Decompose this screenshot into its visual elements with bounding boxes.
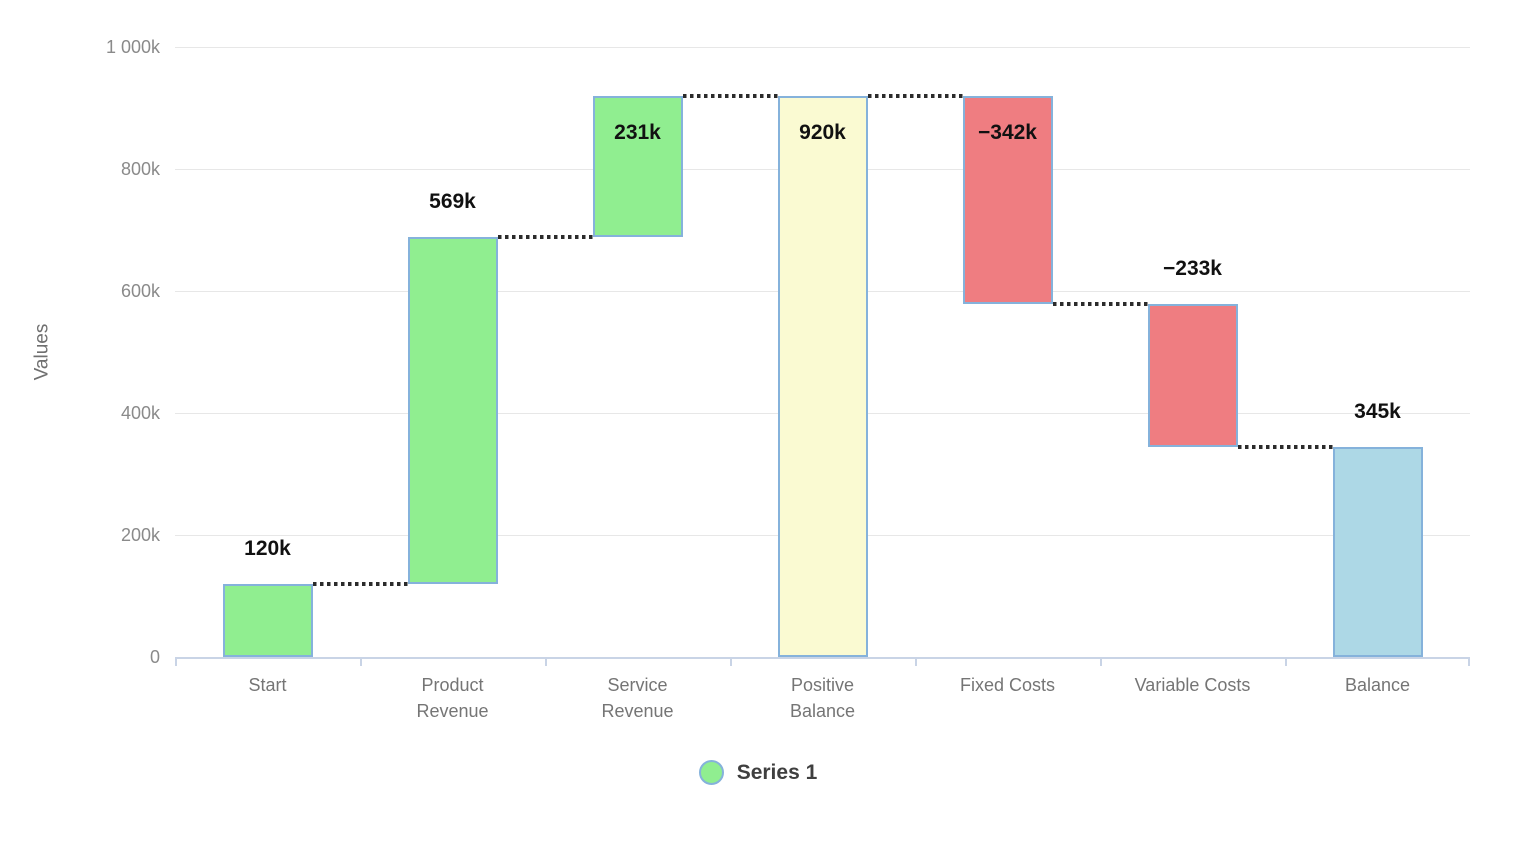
bar-value-label: 920k xyxy=(799,120,846,144)
y-axis-tick-label: 600k xyxy=(120,281,160,301)
y-axis-tick-label: 800k xyxy=(120,159,160,179)
y-axis-tick-label: 400k xyxy=(120,403,160,423)
connector-line xyxy=(1237,444,1333,449)
connector-line xyxy=(682,93,778,98)
bar-value-label: 231k xyxy=(614,120,661,144)
x-axis-tick xyxy=(730,657,732,666)
y-axis-tick-label: 1 000k xyxy=(105,37,160,57)
y-axis-title: Values xyxy=(20,47,64,657)
x-axis-category-label: Balance xyxy=(1344,675,1411,695)
legend-label: Series 1 xyxy=(736,760,818,784)
waterfall-bar[interactable] xyxy=(592,95,683,237)
bar-value-label: −342k xyxy=(978,120,1037,144)
waterfall-bar[interactable] xyxy=(1147,304,1238,447)
waterfall-bar[interactable] xyxy=(407,236,498,584)
x-axis-tick xyxy=(1100,657,1102,666)
x-axis-category-label: Service Revenue xyxy=(601,675,674,721)
x-axis-category-label: Variable Costs xyxy=(1134,675,1251,695)
waterfall-bar[interactable] xyxy=(222,583,313,657)
y-axis-title-text: Values xyxy=(31,323,52,381)
waterfall-bar[interactable] xyxy=(777,95,868,657)
connector-line xyxy=(867,93,963,98)
y-axis-tick-label: 0 xyxy=(149,647,160,667)
waterfall-bar[interactable] xyxy=(962,95,1053,305)
x-axis-tick xyxy=(915,657,917,666)
waterfall-bar[interactable] xyxy=(1332,446,1423,657)
connector-line xyxy=(497,234,593,239)
y-axis-tick-label: 200k xyxy=(120,525,160,545)
bar-value-label: −233k xyxy=(1163,257,1222,281)
x-axis-category-label: Product Revenue xyxy=(416,675,489,721)
x-axis-tick xyxy=(1468,657,1470,666)
legend-marker-icon xyxy=(698,760,724,785)
x-axis-tick xyxy=(175,657,177,666)
bar-value-label: 345k xyxy=(1354,399,1401,423)
x-axis-tick xyxy=(1285,657,1287,666)
x-axis-tick xyxy=(545,657,547,666)
gridline xyxy=(175,46,1470,48)
x-axis-category-label: Start xyxy=(248,675,287,695)
x-axis-category-label: Positive Balance xyxy=(789,675,856,721)
plot-area: 120k 569k 231k 920k −342k −233k 345k xyxy=(175,46,1470,666)
x-axis-tick xyxy=(360,657,362,666)
connector-line xyxy=(312,581,408,586)
x-axis-category-label: Fixed Costs xyxy=(959,675,1056,695)
connector-line xyxy=(1052,302,1148,307)
bar-value-label: 569k xyxy=(429,189,476,213)
bar-value-label: 120k xyxy=(244,536,291,560)
legend-item-series-1[interactable]: Series 1 xyxy=(0,760,1516,785)
